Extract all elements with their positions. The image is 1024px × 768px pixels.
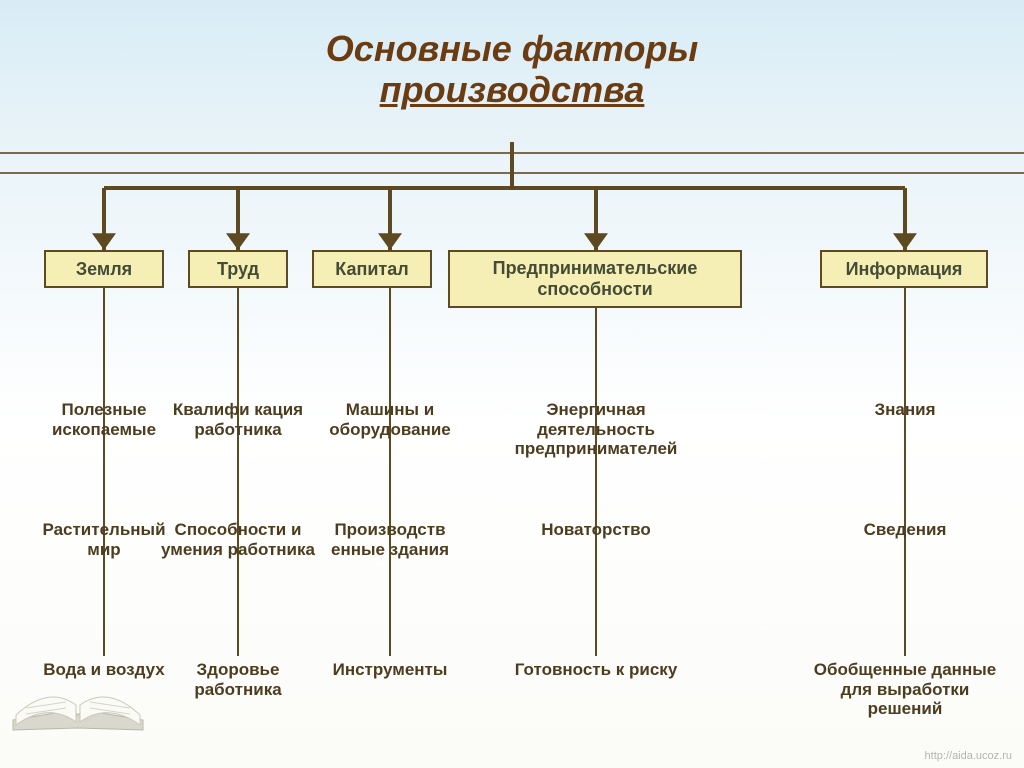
sub-kapital-2: Инструменты — [310, 660, 470, 680]
divider-line-2 — [0, 172, 1024, 174]
sub-trud-1: Способности и умения работника — [158, 520, 318, 559]
category-info: Информация — [820, 250, 988, 288]
book-illustration — [8, 650, 148, 740]
title-line-2: производства — [0, 69, 1024, 110]
footer-url: http://aida.ucoz.ru — [925, 750, 1012, 762]
category-zemlya: Земля — [44, 250, 164, 288]
sub-info-1: Сведения — [810, 520, 1000, 540]
sub-predpr-0: Энергичная деятельность предпринимателей — [486, 400, 706, 459]
divider-line-1 — [0, 152, 1024, 154]
sub-info-0: Знания — [810, 400, 1000, 420]
sub-trud-0: Квалифи кация работника — [158, 400, 318, 439]
category-kapital: Капитал — [312, 250, 432, 288]
category-trud: Труд — [188, 250, 288, 288]
sub-predpr-1: Новаторство — [486, 520, 706, 540]
title-line-1: Основные факторы — [0, 28, 1024, 69]
connector-lines — [0, 0, 1024, 768]
sub-trud-2: Здоровье работника — [158, 660, 318, 699]
sub-kapital-0: Машины и оборудование — [310, 400, 470, 439]
page-title: Основные факторы производства — [0, 28, 1024, 111]
category-predpr: Предпринимательские способности — [448, 250, 742, 308]
sub-info-2: Обобщенные данные для выработки решений — [810, 660, 1000, 719]
sub-predpr-2: Готовность к риску — [486, 660, 706, 680]
sub-kapital-1: Производств енные здания — [310, 520, 470, 559]
